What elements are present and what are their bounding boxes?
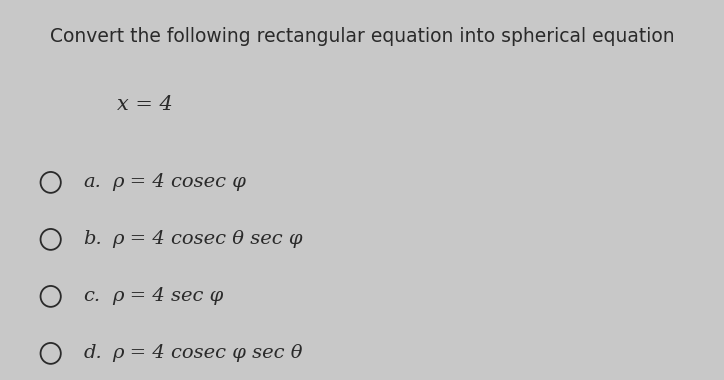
Text: a.: a. bbox=[83, 173, 101, 192]
Text: ρ = 4 cosec φ sec θ: ρ = 4 cosec φ sec θ bbox=[112, 344, 303, 363]
Text: x = 4: x = 4 bbox=[117, 95, 173, 114]
Text: ρ = 4 cosec φ: ρ = 4 cosec φ bbox=[112, 173, 246, 192]
Text: d.: d. bbox=[83, 344, 102, 363]
Text: b.: b. bbox=[83, 230, 102, 249]
Text: ρ = 4 cosec θ sec φ: ρ = 4 cosec θ sec φ bbox=[112, 230, 303, 249]
Text: c.: c. bbox=[83, 287, 101, 306]
Text: ρ = 4 sec φ: ρ = 4 sec φ bbox=[112, 287, 224, 306]
Text: Convert the following rectangular equation into spherical equation: Convert the following rectangular equati… bbox=[50, 27, 674, 46]
